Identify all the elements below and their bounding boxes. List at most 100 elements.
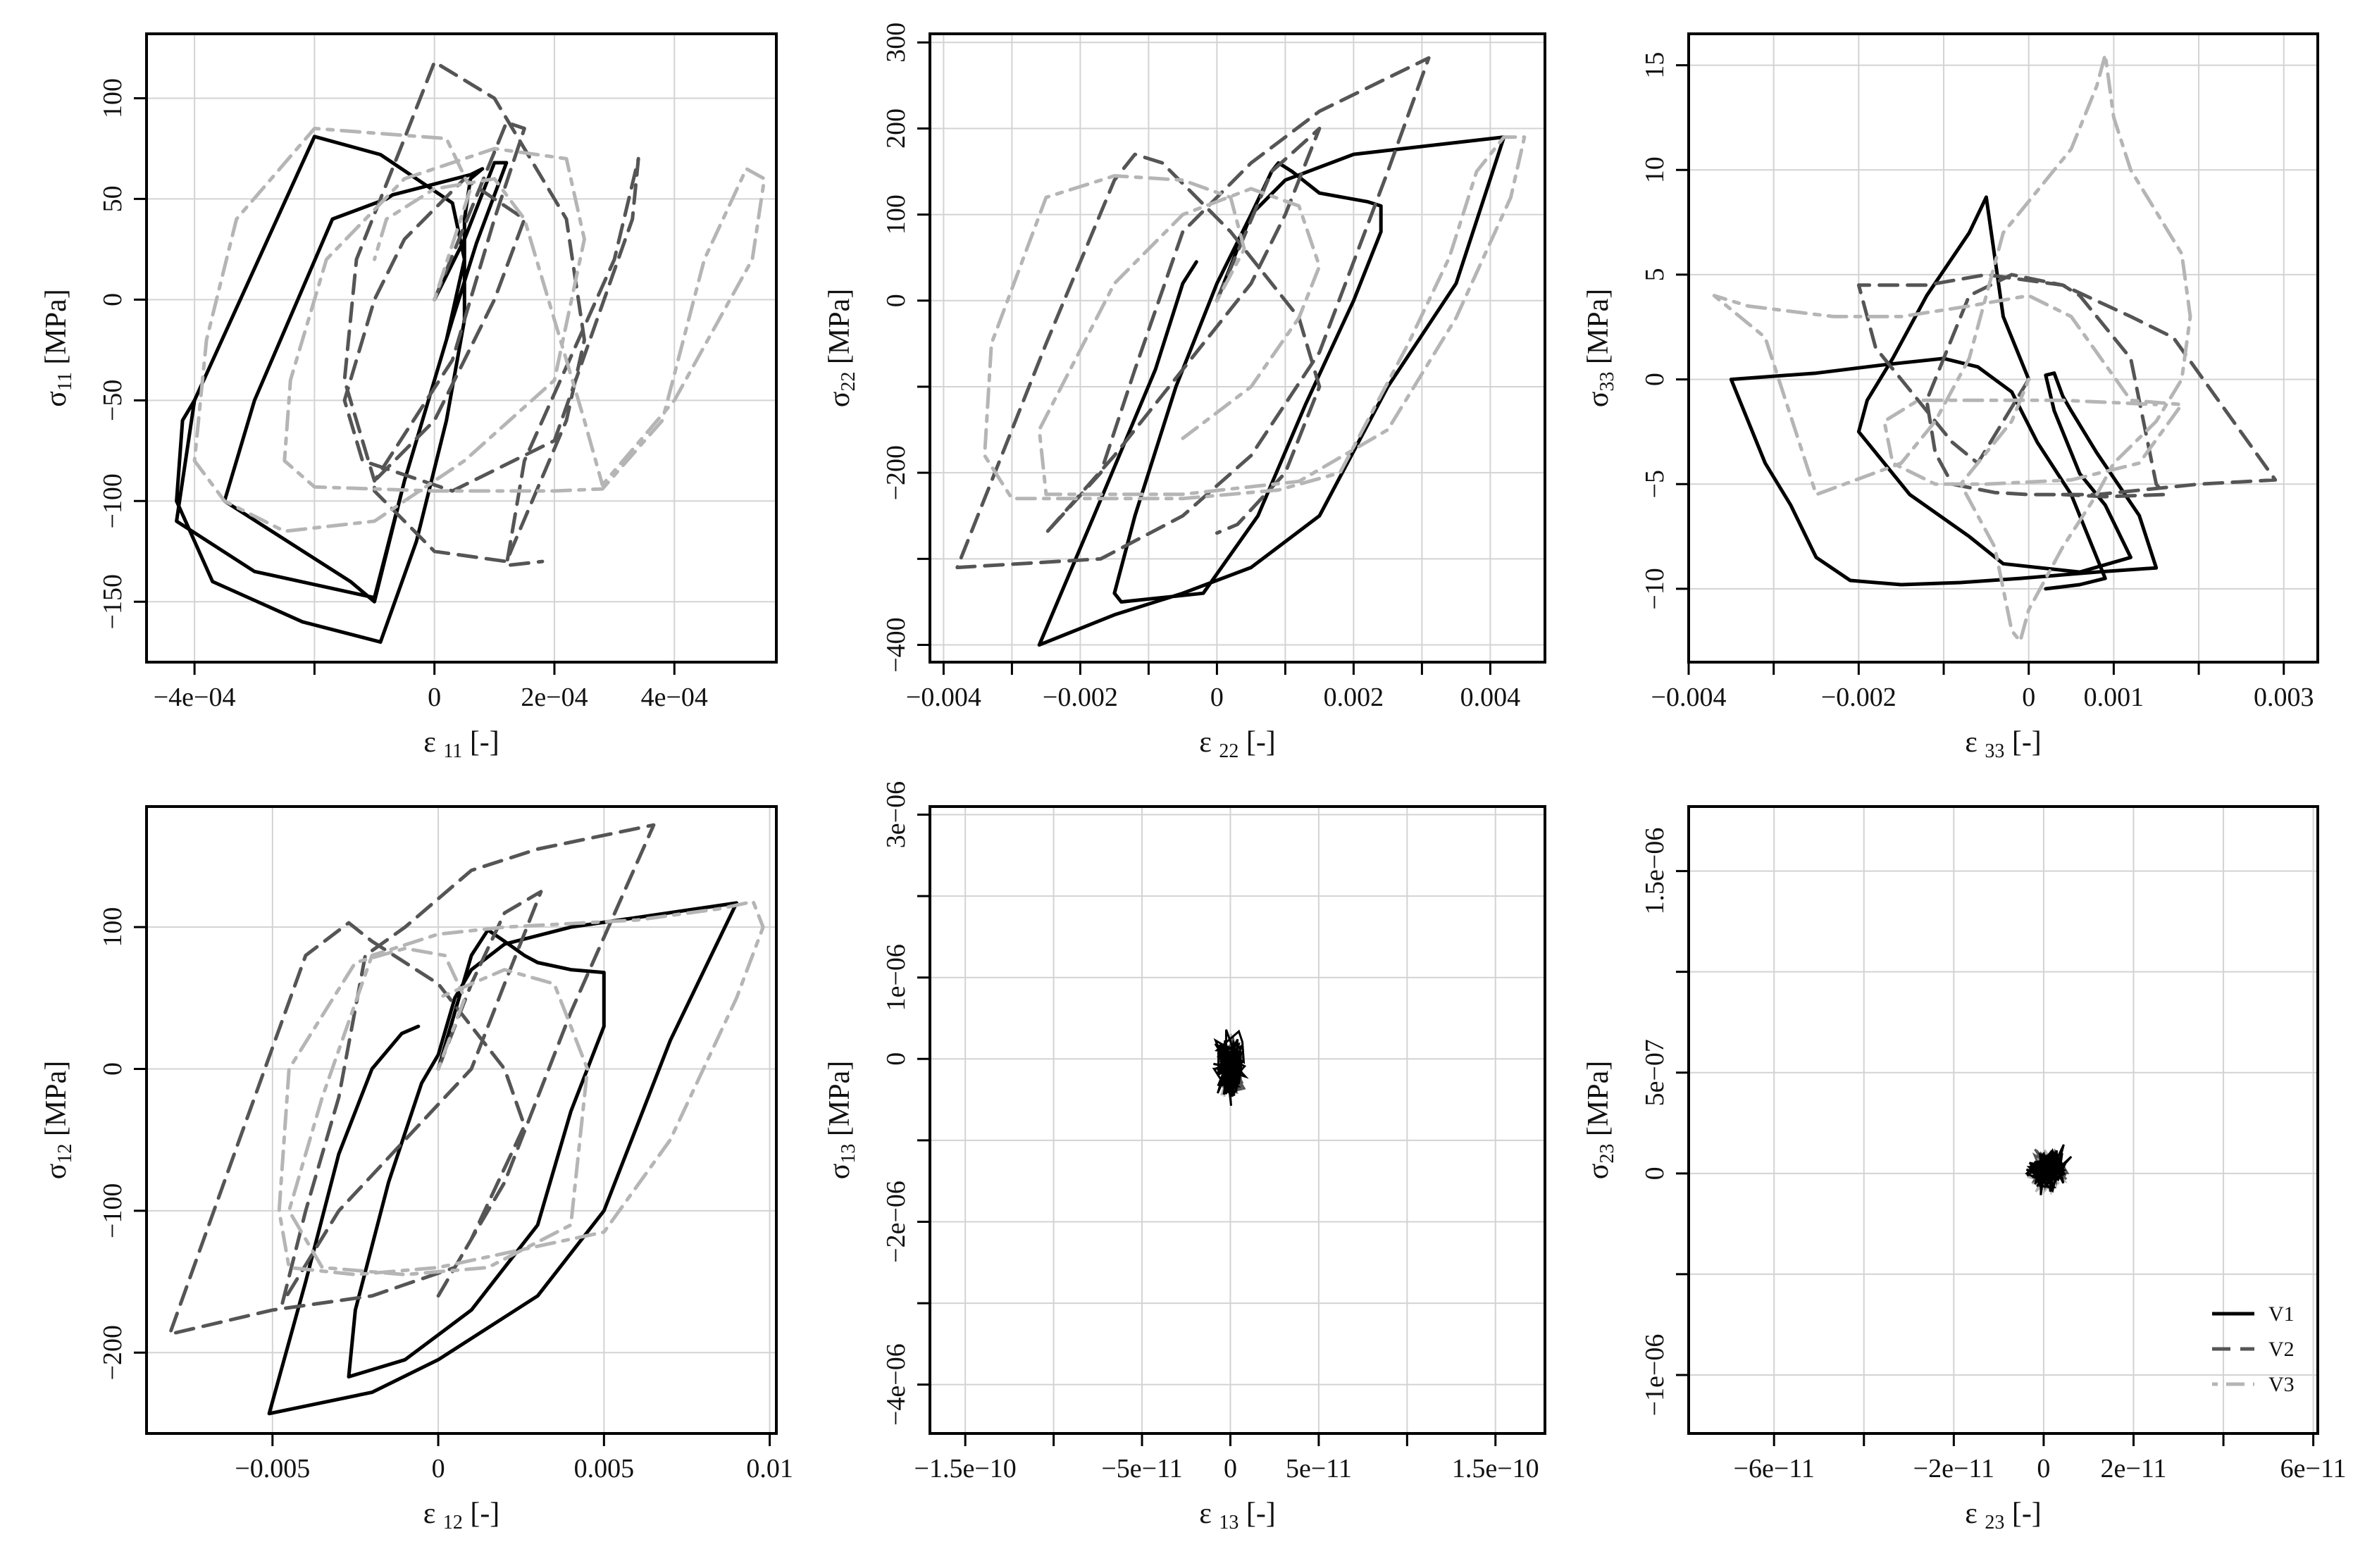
x-axis-label: ε 13 [-] [1199, 1498, 1276, 1533]
series-v3-line [277, 900, 765, 1276]
y-axis-label: σ13 [MPa] [824, 1061, 859, 1179]
y-tick-label: 0 [98, 293, 128, 306]
plot-area [955, 56, 1527, 647]
x-tick-label: −0.004 [906, 683, 981, 712]
x-tick-label: −6e−11 [1734, 1454, 1815, 1483]
series-v3-line [1712, 53, 2192, 643]
x-tick-label: 1.5e−10 [1452, 1454, 1539, 1483]
x-tick-label: 0.005 [574, 1454, 635, 1483]
x-tick-label: 0 [2037, 1454, 2050, 1483]
y-tick-label: −100 [98, 1183, 128, 1238]
y-tick-label: 0 [1640, 1166, 1670, 1180]
y-tick-label: −10 [1640, 568, 1670, 609]
legend-label-v2: V2 [2268, 1338, 2295, 1361]
x-tick-label: 2e−11 [2101, 1454, 2167, 1483]
y-axis-label: σ33 [MPa] [1582, 289, 1618, 407]
y-tick-label: 1.5e−06 [1640, 828, 1670, 915]
panel-1: −4e−04 0 2e−04 4e−04 −150 −100 −50 0 50 100 ε 11 [… [40, 32, 778, 762]
y-tick-label: −2e−06 [881, 1181, 911, 1263]
y-tick-label: 10 [1640, 156, 1670, 183]
y-tick-label: 100 [881, 194, 911, 235]
x-tick-label: 0 [2022, 683, 2035, 712]
y-tick-label: −50 [98, 380, 128, 421]
x-axis-label: ε 12 [-] [423, 1498, 500, 1533]
legend-label-v3: V3 [2268, 1373, 2295, 1396]
legend-label-v1: V1 [2268, 1302, 2295, 1326]
panel-4: −0.005 0 0.005 0.01 −200 −100 0 100 ε 12 [-] σ12 … [40, 805, 793, 1533]
y-tick-label: −5 [1640, 470, 1670, 498]
x-tick-label: −0.002 [1821, 683, 1896, 712]
y-tick-label: 0 [881, 294, 911, 307]
x-tick-label: −2e−11 [1913, 1454, 1994, 1483]
x-axis-label: ε 22 [-] [1199, 726, 1276, 762]
x-tick-label: −4e−04 [154, 683, 236, 712]
series-v1-line [175, 135, 509, 644]
series-v2-line [955, 56, 1431, 570]
y-tick-label: 1e−06 [881, 944, 911, 1011]
y-tick-label: −1e−06 [1640, 1334, 1670, 1417]
x-tick-label: 6e−11 [2280, 1454, 2347, 1483]
panel-2: −0.004 −0.002 0 0.002 0.004 −400 −200 0 100 200 30… [824, 23, 1546, 762]
x-tick-label: −0.005 [235, 1454, 310, 1483]
x-tick-label: 0 [432, 1454, 445, 1483]
x-axis-label: ε 11 [-] [423, 726, 499, 762]
series-v3-line [983, 135, 1527, 501]
y-tick-label: −200 [881, 445, 911, 500]
plot-area [168, 823, 765, 1416]
plot-frame [1687, 805, 2319, 1435]
y-tick-label: 50 [98, 185, 128, 212]
x-tick-label: 0.003 [2254, 683, 2314, 712]
x-tick-label: 0.01 [746, 1454, 793, 1483]
plot-frame [145, 805, 778, 1435]
panel-3: −0.004 −0.002 0 0.001 0.003 −10 −5 0 5 10 15 ε 33 [… [1582, 32, 2319, 762]
y-tick-label: 5e−07 [1640, 1039, 1670, 1106]
y-tick-label: 0 [881, 1052, 911, 1066]
y-tick-label: 100 [98, 907, 128, 947]
plot-area [175, 60, 766, 644]
y-axis-label: σ11 [MPa] [40, 289, 76, 406]
x-tick-label: 0 [1210, 683, 1224, 712]
y-tick-label: 3e−06 [881, 781, 911, 848]
legend: V1 V2 V3 [2212, 1302, 2295, 1396]
y-tick-label: −150 [98, 574, 128, 629]
y-tick-label: 15 [1640, 52, 1670, 79]
x-tick-label: 5e−11 [1286, 1454, 1352, 1483]
series-v1-line [267, 901, 738, 1416]
y-tick-label: 0 [98, 1062, 128, 1076]
x-tick-label: 0.001 [2084, 683, 2144, 712]
plot-area [1712, 53, 2278, 643]
x-tick-label: 0.004 [1460, 683, 1521, 712]
x-tick-label: −5e−11 [1101, 1454, 1182, 1483]
series-v2-line [342, 60, 640, 568]
y-tick-label: 100 [98, 78, 128, 118]
y-tick-label: −400 [881, 617, 911, 672]
y-tick-label: 0 [1640, 373, 1670, 386]
series-v3-line [192, 126, 766, 533]
plot-area [2025, 1144, 2073, 1195]
x-tick-label: 0.002 [1324, 683, 1384, 712]
x-tick-label: −1.5e−10 [914, 1454, 1017, 1483]
y-axis-label: σ22 [MPa] [824, 289, 859, 407]
panel-6: −6e−11 −2e−11 0 2e−11 6e−11 −1e−06 0 5e−07 1.5e−… [1582, 805, 2347, 1533]
series-v1-line [1037, 135, 1506, 647]
x-tick-label: 0 [1224, 1454, 1237, 1483]
series-v2-line [168, 823, 656, 1336]
y-tick-label: −4e−06 [881, 1343, 911, 1426]
y-axis-label: σ12 [MPa] [40, 1061, 76, 1179]
x-tick-label: 4e−04 [641, 683, 708, 712]
y-tick-label: −200 [98, 1325, 128, 1380]
y-tick-label: 200 [881, 108, 911, 149]
plot-frame [1687, 32, 2319, 664]
x-tick-label: 0 [428, 683, 441, 712]
panel-5: −1.5e−10 −5e−11 0 5e−11 1.5e−10 −4e−06 −2e−06 0… [824, 781, 1546, 1533]
plot-frame [929, 805, 1546, 1435]
series-v2-line [1856, 273, 2278, 499]
plot-frame [929, 32, 1546, 664]
series-v1-scatter [1212, 1029, 1249, 1106]
x-axis-label: ε 33 [-] [1965, 726, 2042, 762]
plot-area [1212, 1029, 1249, 1106]
y-tick-label: 5 [1640, 268, 1670, 281]
y-tick-label: −100 [98, 473, 128, 528]
